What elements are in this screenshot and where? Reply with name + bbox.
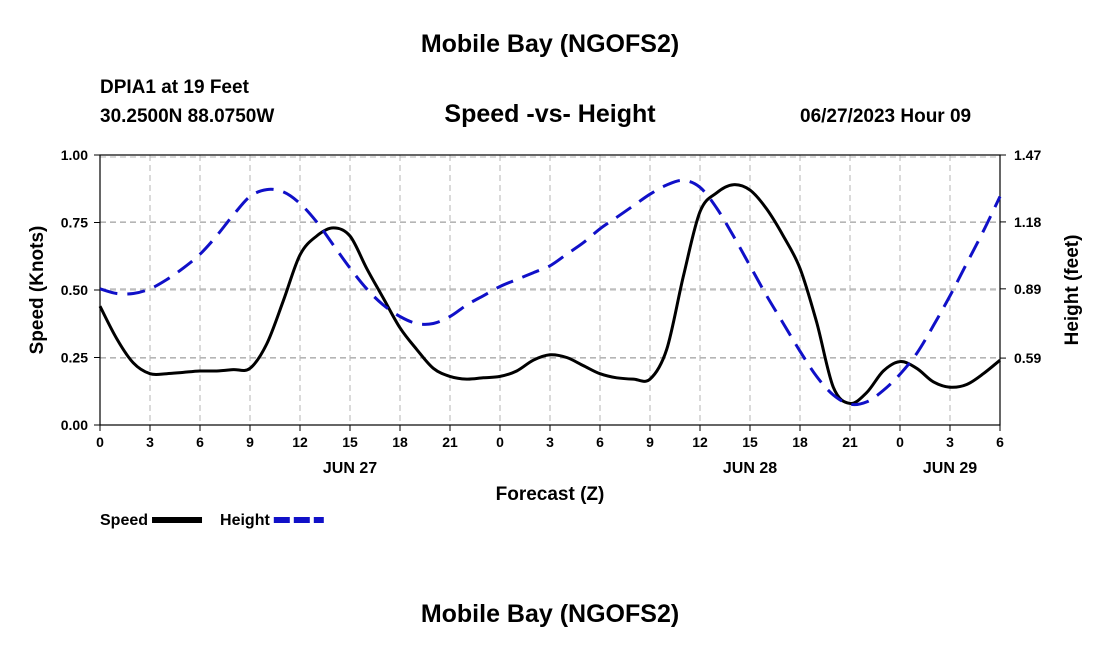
y-tick-label-right: 0.59 (1014, 350, 1041, 366)
x-tick-label: 0 (896, 434, 904, 450)
station-label: DPIA1 at 19 Feet (100, 77, 249, 98)
y-tick-label-right: 1.18 (1014, 214, 1041, 230)
x-tick-label: 21 (842, 434, 858, 450)
y-tick-label-left: 0.25 (61, 350, 88, 366)
series-line-height (99, 178, 1002, 407)
x-tick-label: 0 (496, 434, 504, 450)
x-tick-label: 3 (546, 434, 554, 450)
legend: Speed Height (100, 512, 324, 529)
x-tick-label: 12 (292, 434, 308, 450)
x-tick-label: 6 (996, 434, 1004, 450)
x-axis-title: Forecast (Z) (496, 484, 605, 505)
x-tick-label: 21 (442, 434, 458, 450)
x-tick-label: 3 (146, 434, 154, 450)
legend-label-speed: Speed (100, 512, 148, 529)
y-tick-label-right: 1.47 (1014, 147, 1041, 163)
x-tick-label: 9 (246, 434, 254, 450)
axes: 0 3 6 9 12 15 18 21 0 3 6 9 12 15 18 21 0 3 6 JUN 27 JUN 28 J… (61, 147, 1042, 477)
x-tick-label: 18 (792, 434, 808, 450)
y-tick-label-left: 0.00 (61, 417, 88, 433)
footer-title: Mobile Bay (NGOFS2) (420, 600, 680, 628)
x-tick-label: 3 (946, 434, 954, 450)
y-tick-label-left: 1.00 (61, 147, 88, 163)
x-tick-label: 9 (646, 434, 654, 450)
x-tick-label: 0 (96, 434, 104, 450)
series-layer (98, 178, 1002, 407)
y-axis-title-left: Speed (Knots) (27, 226, 48, 355)
legend-label-height: Height (220, 512, 270, 529)
chart-title: Mobile Bay (NGOFS2) (420, 30, 680, 58)
x-date-label: JUN 28 (723, 460, 777, 477)
grid (100, 155, 1000, 425)
coordinates-label: 30.2500N 88.0750W (100, 106, 275, 127)
y-tick-label-left: 0.50 (61, 282, 88, 298)
y-axis-title-right: Height (feet) (1062, 235, 1083, 346)
forecast-datetime: 06/27/2023 Hour 09 (800, 106, 972, 127)
x-tick-label: 12 (692, 434, 708, 450)
series-line-speed (98, 183, 1001, 405)
x-tick-label: 18 (392, 434, 408, 450)
x-tick-label: 6 (596, 434, 604, 450)
y-tick-label-left: 0.75 (61, 215, 88, 231)
x-tick-label: 15 (342, 434, 358, 450)
x-tick-label: 6 (196, 434, 204, 450)
y-tick-label-right: 0.89 (1014, 281, 1041, 297)
x-date-label: JUN 29 (923, 460, 977, 477)
chart-subtitle: Speed -vs- Height (444, 100, 656, 128)
x-date-label: JUN 27 (323, 460, 377, 477)
x-tick-label: 15 (742, 434, 758, 450)
